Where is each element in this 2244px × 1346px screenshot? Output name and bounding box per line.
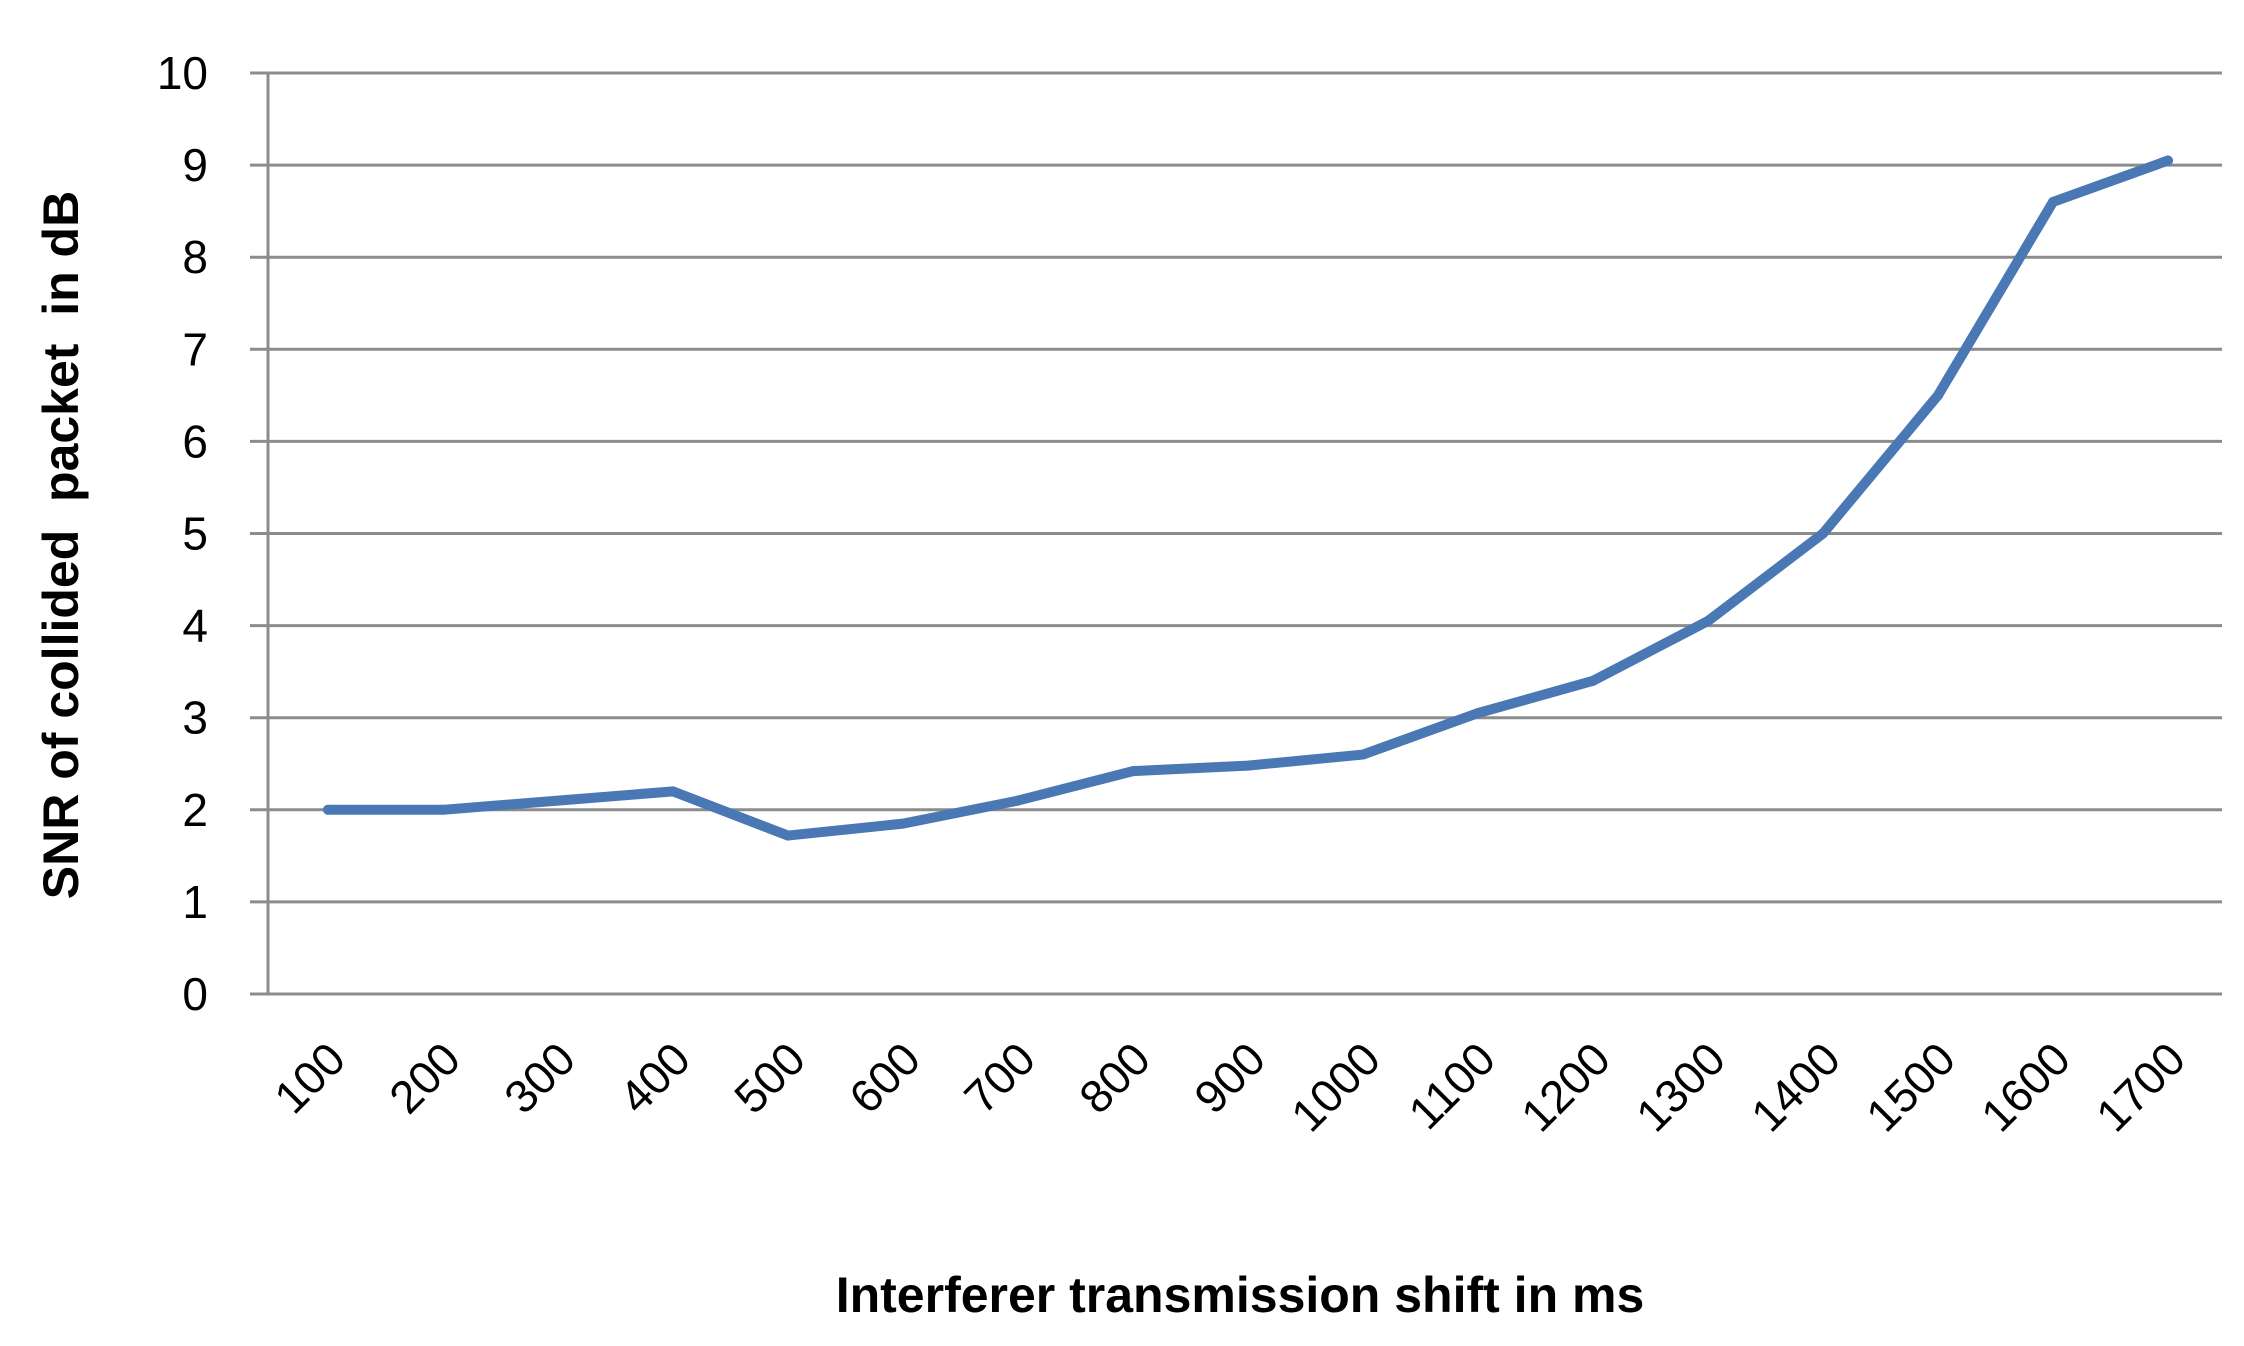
y-tick-labels: 0 1 2 3 4 5 6 7 8 9 10	[157, 47, 208, 1020]
x-tick-label: 1100	[1398, 1032, 1505, 1139]
y-tick-label: 6	[182, 415, 208, 467]
x-tick-labels: 100 200 300 400 500 600 700 800 900 1000 1100 1200 1…	[264, 1032, 2195, 1141]
y-tick-label: 8	[182, 231, 208, 283]
gridlines	[250, 71, 2222, 904]
data-point	[1473, 708, 1483, 719]
data-point	[1128, 766, 1138, 777]
y-tick-label: 9	[182, 139, 208, 191]
x-tick-label: 1000	[1281, 1032, 1390, 1141]
data-point	[1358, 749, 1368, 760]
y-tick-label: 1	[182, 876, 208, 928]
y-tick-label: 0	[182, 968, 208, 1020]
x-tick-label: 1400	[1741, 1032, 1850, 1141]
data-point	[1243, 760, 1253, 771]
data-point	[2048, 196, 2058, 207]
y-tick-label: 3	[182, 692, 208, 744]
x-tick-label: 400	[609, 1032, 700, 1123]
x-tick-label: 1300	[1626, 1032, 1735, 1141]
data-point	[668, 786, 678, 797]
series-layer	[323, 155, 2173, 841]
data-point	[553, 795, 563, 806]
x-tick-label: 1200	[1511, 1032, 1620, 1141]
y-tick-label: 5	[182, 508, 208, 560]
data-point	[2163, 155, 2173, 166]
data-point	[438, 804, 448, 815]
data-point	[1818, 528, 1828, 539]
x-tick-label: 700	[954, 1032, 1045, 1123]
data-point	[1933, 390, 1943, 401]
x-tick-label: 300	[494, 1032, 585, 1123]
x-tick-label: 100	[264, 1032, 355, 1123]
data-point	[1703, 615, 1713, 626]
y-tick-label: 10	[157, 47, 208, 99]
y-tick-label: 4	[182, 600, 208, 652]
x-tick-label: 500	[724, 1032, 815, 1123]
x-tick-label: 200	[379, 1032, 470, 1123]
x-tick-label: 1700	[2086, 1032, 2195, 1141]
data-point	[1013, 795, 1023, 806]
data-point	[898, 818, 908, 829]
x-tick-label: 900	[1184, 1032, 1275, 1123]
y-tick-label: 2	[182, 784, 208, 836]
x-axis-title: Interferer transmission shift in ms	[836, 1267, 1645, 1323]
axes	[250, 73, 2222, 996]
data-point	[1588, 675, 1598, 686]
data-point	[783, 830, 793, 841]
x-tick-label: 1600	[1971, 1032, 2080, 1141]
x-tick-label: 1500	[1856, 1032, 1965, 1141]
x-tick-label: 600	[839, 1032, 930, 1123]
y-tick-label: 7	[182, 323, 208, 375]
series-line-0	[323, 155, 2173, 841]
data-point	[323, 804, 333, 815]
x-tick-label: 800	[1069, 1032, 1160, 1123]
y-axis-title: SNR of collided packet in dB	[33, 191, 89, 899]
